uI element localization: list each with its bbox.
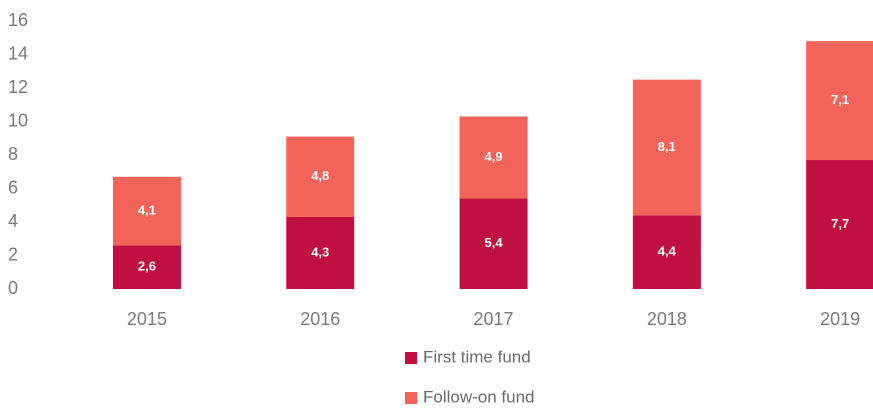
bar-segment [459, 116, 528, 199]
data-label: 4,4 [658, 244, 677, 259]
data-label: 4,1 [138, 203, 156, 218]
data-label: 2,6 [138, 259, 156, 274]
legend-swatch [405, 352, 417, 364]
bar-segment [286, 136, 355, 217]
y-tick-label: 0 [8, 278, 18, 298]
y-tick-label: 14 [8, 43, 28, 63]
data-label: 4,3 [311, 244, 329, 259]
legend-label: Follow-on fund [423, 387, 535, 406]
bar-segment [112, 176, 181, 246]
y-tick-label: 6 [8, 177, 18, 197]
bar-segment [459, 198, 528, 289]
data-label: 8,1 [658, 139, 676, 154]
x-tick-label: 2015 [127, 309, 167, 329]
bar-segment [632, 215, 701, 289]
y-tick-label: 12 [8, 77, 28, 97]
x-tick-label: 2017 [474, 309, 514, 329]
x-tick-label: 2018 [647, 309, 687, 329]
x-tick-label: 2016 [300, 309, 340, 329]
y-tick-label: 4 [8, 211, 18, 231]
legend-label: First time fund [423, 347, 531, 366]
y-tick-label: 10 [8, 110, 28, 130]
y-tick-label: 2 [8, 244, 18, 264]
bar-segment [806, 160, 873, 289]
y-tick-label: 16 [8, 10, 28, 30]
legend-swatch [405, 392, 417, 404]
data-label: 5,4 [485, 235, 504, 250]
data-label: 4,9 [485, 149, 503, 164]
bar-segment [806, 41, 873, 161]
y-tick-label: 8 [8, 144, 18, 164]
data-label: 4,8 [311, 168, 329, 183]
bar-segment [632, 79, 701, 216]
bar-segment [112, 245, 181, 289]
data-label: 7,7 [831, 216, 849, 231]
bar-segment [286, 216, 355, 289]
x-tick-label: 2019 [820, 309, 860, 329]
data-label: 7,1 [831, 92, 849, 107]
